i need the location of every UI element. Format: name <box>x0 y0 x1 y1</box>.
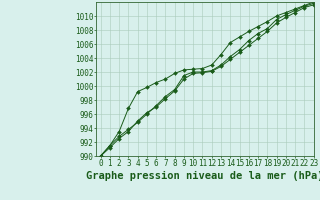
X-axis label: Graphe pression niveau de la mer (hPa): Graphe pression niveau de la mer (hPa) <box>86 171 320 181</box>
